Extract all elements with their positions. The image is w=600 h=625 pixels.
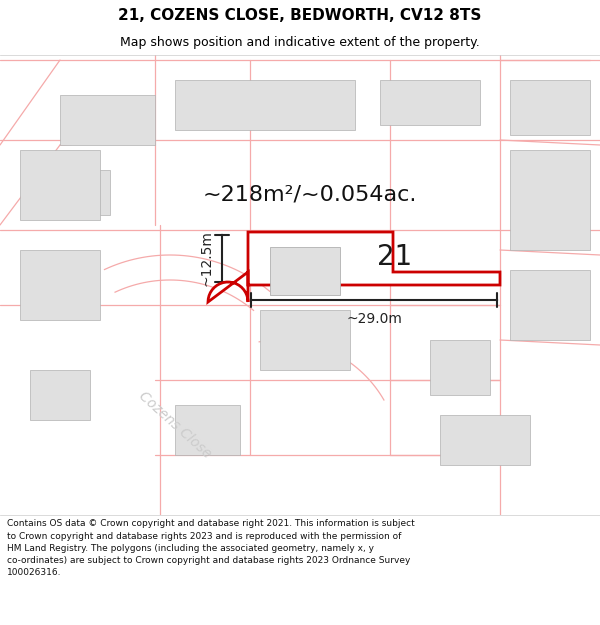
Text: ~12.5m: ~12.5m — [200, 231, 214, 286]
Polygon shape — [30, 370, 90, 420]
Polygon shape — [60, 95, 155, 145]
Text: 21, COZENS CLOSE, BEDWORTH, CV12 8TS: 21, COZENS CLOSE, BEDWORTH, CV12 8TS — [118, 8, 482, 23]
Polygon shape — [208, 232, 500, 302]
Text: 21: 21 — [377, 243, 413, 271]
Text: Contains OS data © Crown copyright and database right 2021. This information is : Contains OS data © Crown copyright and d… — [7, 519, 415, 577]
Polygon shape — [175, 80, 355, 130]
Polygon shape — [270, 247, 340, 295]
Text: ~218m²/~0.054ac.: ~218m²/~0.054ac. — [203, 185, 417, 205]
Text: ~29.0m: ~29.0m — [346, 312, 402, 326]
Polygon shape — [510, 80, 590, 135]
Text: Map shows position and indicative extent of the property.: Map shows position and indicative extent… — [120, 36, 480, 49]
Polygon shape — [430, 340, 490, 395]
Polygon shape — [510, 150, 590, 250]
Polygon shape — [440, 415, 530, 465]
Polygon shape — [260, 310, 350, 370]
Polygon shape — [380, 80, 480, 125]
Polygon shape — [20, 150, 100, 220]
Polygon shape — [175, 405, 240, 455]
Polygon shape — [60, 170, 110, 215]
Polygon shape — [20, 250, 100, 320]
Text: Cozens Close: Cozens Close — [136, 389, 214, 461]
Polygon shape — [510, 270, 590, 340]
